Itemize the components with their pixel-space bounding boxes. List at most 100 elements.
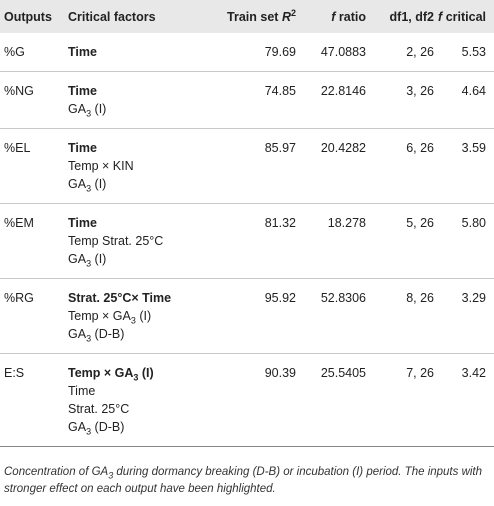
f-ratio-cell: 20.4282 (320, 141, 366, 155)
factor-item: Strat. 25°C× Time (68, 291, 172, 305)
df-cell: 7, 26 (406, 366, 434, 380)
factor-subscript: 3 (86, 183, 92, 194)
header-f-critical: f critical (438, 0, 494, 33)
factor-qualifier: (D-B) (91, 420, 125, 434)
factor-item: GA3 (I) (68, 250, 208, 268)
header-f-ratio: f ratio (304, 0, 372, 33)
factor-qualifier: (I) (91, 252, 107, 266)
f-ratio-cell: 25.5405 (320, 366, 366, 380)
factor-item: Temp × GA3 (I) (68, 364, 208, 382)
factor-qualifier: (I) (91, 102, 107, 116)
factor-item: GA3 (D-B) (68, 325, 208, 343)
table-row: %G Time 79.69 47.0883 2, 26 5.53 (0, 33, 494, 72)
df-cell: 5, 26 (406, 216, 434, 230)
factor-subscript: 3 (130, 315, 136, 326)
df-cell: 8, 26 (406, 291, 434, 305)
df-cell: 2, 26 (406, 45, 434, 59)
factor-item: Time (68, 216, 97, 230)
factor-item: Temp × KIN (68, 159, 134, 173)
header-f-symbol: f (331, 10, 336, 24)
table-body: %G Time 79.69 47.0883 2, 26 5.53 %NG Time GA3 (I… (0, 33, 494, 447)
header-outputs: Outputs (4, 10, 52, 24)
factor-subscript: 3 (133, 372, 139, 383)
output-cell: E:S (4, 366, 25, 380)
header-train-set-label: Train set (227, 10, 279, 24)
factor-item: Temp × GA3 (I) (68, 307, 208, 325)
critical-factors-cell: Temp × GA3 (I) Time Strat. 25°C GA3 (D-B) (68, 354, 208, 447)
factor-text: GA (68, 252, 87, 266)
critical-factors-cell: Time (68, 33, 208, 72)
factor-item: Time (68, 141, 97, 155)
table-row: %NG Time GA3 (I) 74.85 22.8146 3, 26 4.64 (0, 72, 494, 129)
factor-subscript: 3 (86, 258, 92, 269)
factor-item: Time (68, 84, 97, 98)
factor-subscript: 3 (86, 426, 92, 437)
factor-item: GA3 (I) (68, 100, 208, 118)
factor-item: GA3 (D-B) (68, 418, 208, 436)
factor-item: GA3 (I) (68, 175, 208, 193)
factor-text: Temp × GA (68, 309, 131, 323)
output-cell: %EL (4, 141, 31, 155)
factor-qualifier: (I) (138, 366, 154, 380)
factor-qualifier: (D-B) (91, 327, 125, 341)
results-table: Outputs Critical factors Train set R2 f … (0, 0, 494, 447)
table-row: %RG Strat. 25°C× Time Temp × GA3 (I) GA3 (D… (0, 279, 494, 354)
train-set-r2-cell: 81.32 (264, 216, 296, 230)
output-cell: %RG (4, 291, 34, 305)
factor-text: Temp × GA (68, 366, 134, 380)
train-set-r2-cell: 74.85 (264, 84, 296, 98)
header-ratio-label: ratio (338, 10, 366, 24)
header-critical-factors: Critical factors (68, 10, 156, 24)
f-ratio-cell: 18.278 (327, 216, 366, 230)
f-ratio-cell: 52.8306 (320, 291, 366, 305)
train-set-r2-cell: 95.92 (264, 291, 296, 305)
f-critical-cell: 3.29 (461, 291, 486, 305)
factor-qualifier: (I) (91, 177, 107, 191)
f-critical-cell: 3.59 (461, 141, 486, 155)
df-cell: 3, 26 (406, 84, 434, 98)
output-cell: %EM (4, 216, 34, 230)
factor-item: Time (68, 45, 97, 59)
table-row: %EL Time Temp × KIN GA3 (I) 85.97 20.4282 6, 2… (0, 129, 494, 204)
f-ratio-cell: 47.0883 (320, 45, 366, 59)
train-set-r2-cell: 79.69 (264, 45, 296, 59)
critical-factors-cell: Time Temp × KIN GA3 (I) (68, 129, 208, 204)
train-set-r2-cell: 85.97 (264, 141, 296, 155)
f-critical-cell: 5.53 (461, 45, 486, 59)
df-cell: 6, 26 (406, 141, 434, 155)
table-row: %EM Time Temp Strat. 25°C GA3 (I) 81.32 18.27… (0, 204, 494, 279)
header-r-superscript: 2 (290, 7, 296, 18)
header-train-set-r2: Train set R2 (208, 0, 304, 33)
table-header-row: Outputs Critical factors Train set R2 f … (0, 0, 494, 33)
factor-text: GA (68, 102, 87, 116)
factor-subscript: 3 (86, 108, 92, 119)
factor-item: Strat. 25°C (68, 402, 130, 416)
f-critical-cell: 5.80 (461, 216, 486, 230)
factor-text: GA (68, 177, 87, 191)
header-f-critical-symbol: f (438, 10, 443, 24)
output-cell: %NG (4, 84, 34, 98)
factor-text: GA (68, 327, 87, 341)
header-df: df1, df2 (389, 10, 434, 24)
header-critical-label: critical (445, 10, 486, 24)
f-ratio-cell: 22.8146 (320, 84, 366, 98)
table-row: E:S Temp × GA3 (I) Time Strat. 25°C GA3 (D-B… (0, 354, 494, 447)
factor-subscript: 3 (86, 333, 92, 344)
critical-factors-cell: Strat. 25°C× Time Temp × GA3 (I) GA3 (D-B) (68, 279, 208, 354)
footnote-text-end: during dormancy breaking (D-B) or incuba… (4, 466, 483, 495)
table-footnote: Concentration of GA3 during dormancy bre… (4, 464, 490, 498)
factor-qualifier: (I) (135, 309, 152, 323)
f-critical-cell: 3.42 (461, 366, 486, 380)
footnote-text-start: Concentration of GA (4, 466, 109, 478)
f-critical-cell: 4.64 (461, 84, 486, 98)
factor-item: Temp Strat. 25°C (68, 234, 164, 248)
train-set-r2-cell: 90.39 (264, 366, 296, 380)
critical-factors-cell: Time GA3 (I) (68, 72, 208, 129)
factor-item: Time (68, 384, 96, 398)
header-r-symbol: R (281, 10, 291, 24)
critical-factors-cell: Time Temp Strat. 25°C GA3 (I) (68, 204, 208, 279)
footnote-subscript: 3 (108, 470, 114, 481)
factor-text: GA (68, 420, 87, 434)
output-cell: %G (4, 45, 25, 59)
